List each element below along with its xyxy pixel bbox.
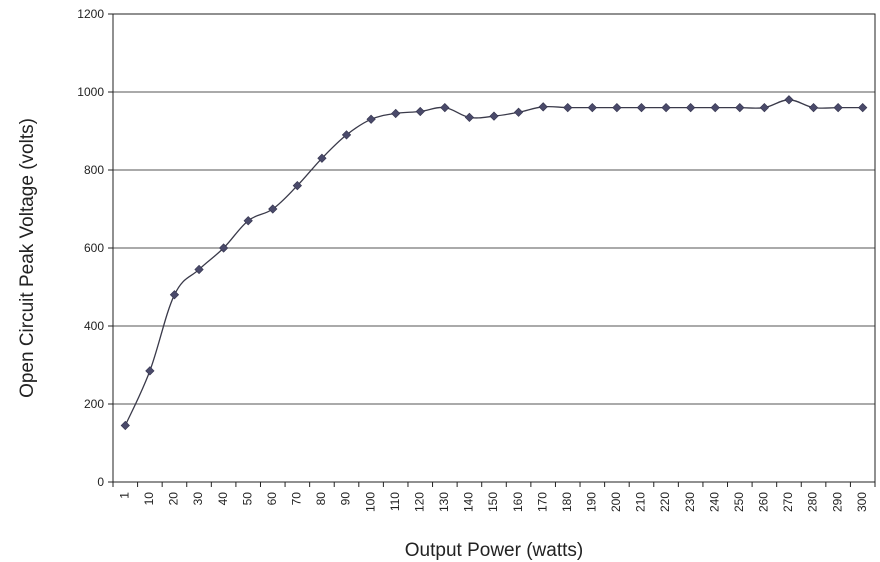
x-tick-label: 260 [757,492,771,512]
data-point-marker [808,102,819,113]
x-tick-label: 10 [142,492,156,506]
y-axis-title: Open Circuit Peak Voltage (volts) [17,118,38,398]
x-tick-label: 220 [658,492,672,512]
data-point-marker [735,102,745,113]
data-point-marker [661,102,671,113]
data-point-marker [636,102,647,113]
y-tick-label: 800 [84,163,104,177]
y-axis-tick-labels: 0 200 400 600 800 1000 1200 [77,7,113,489]
data-point-marker [784,95,794,105]
x-tick-label: 270 [781,492,795,512]
x-tick-label: 200 [609,492,623,512]
x-tick-label: 80 [314,492,328,506]
data-point-marker [268,204,278,214]
x-axis-title: Output Power (watts) [405,540,583,561]
x-tick-label: 290 [830,492,844,512]
y-tick-label: 1000 [77,85,104,99]
data-point-marker [194,264,204,275]
data-point-marker [169,290,180,300]
y-tick-label: 1200 [77,7,104,21]
x-tick-label: 230 [683,492,697,512]
x-tick-label: 100 [363,492,377,512]
data-point-marker [366,114,376,124]
x-tick-label: 240 [707,492,721,512]
data-point-marker [513,107,524,117]
x-axis-tick-labels: 1 10 20 30 40 50 60 70 80 90 100 110 120 130 140 150 160… [112,482,876,512]
data-point-marker [833,102,843,113]
data-point-marker [391,108,401,119]
data-point-marker [464,112,475,122]
data-point-marker [686,102,696,113]
x-tick-label: 150 [486,492,500,512]
x-tick-label: 250 [732,492,746,512]
data-point-marker [587,102,597,113]
x-tick-label: 160 [511,492,525,512]
x-tick-label: 70 [290,492,304,506]
series [120,95,868,431]
y-tick-label: 200 [84,397,104,411]
x-tick-label: 110 [388,492,402,511]
x-tick-label: 210 [634,492,648,512]
data-point-marker [710,102,720,113]
data-point-marker [145,366,155,376]
y-tick-label: 600 [84,241,104,255]
x-tick-label: 40 [216,492,230,506]
data-point-marker [218,243,229,253]
data-point-marker [341,130,352,140]
gridlines [113,91,875,405]
data-point-marker [120,420,130,431]
data-point-marker [489,111,499,121]
data-point-marker [858,102,868,113]
y-tick-label: 400 [84,319,104,333]
x-tick-label: 280 [806,492,820,512]
data-point-marker [415,106,425,117]
data-point-marker [243,216,253,226]
x-tick-label: 60 [265,492,279,506]
x-tick-label: 1 [117,492,131,499]
x-tick-label: 130 [437,492,451,512]
series-line [124,99,863,426]
x-tick-label: 300 [855,492,869,512]
x-tick-label: 90 [339,492,353,506]
data-point-marker [317,153,327,163]
data-point-marker [292,180,302,191]
y-tick-label: 0 [97,475,104,489]
x-tick-label: 120 [412,492,426,512]
data-point-marker [612,102,622,113]
data-point-marker [440,102,450,113]
x-tick-label: 30 [191,492,205,506]
x-tick-label: 140 [462,492,476,512]
data-point-marker [538,102,548,112]
x-tick-label: 170 [535,492,549,512]
data-point-marker [759,102,770,113]
x-tick-label: 180 [560,492,574,512]
x-tick-label: 190 [584,492,598,512]
data-point-marker [563,102,573,113]
x-tick-label: 50 [240,492,254,506]
x-tick-label: 20 [167,492,181,506]
